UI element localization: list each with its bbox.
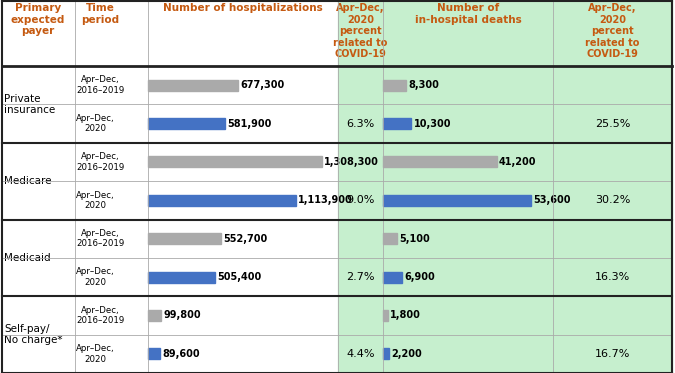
- Text: 6.3%: 6.3%: [346, 119, 375, 129]
- Text: Private
insurance: Private insurance: [4, 94, 55, 115]
- Text: Medicaid: Medicaid: [4, 253, 51, 263]
- Text: 9.0%: 9.0%: [346, 195, 375, 205]
- Text: 53,600: 53,600: [533, 195, 571, 205]
- Text: Apr–Dec,
2020: Apr–Dec, 2020: [76, 191, 115, 210]
- Text: 89,600: 89,600: [162, 349, 200, 359]
- Text: 1,800: 1,800: [390, 310, 421, 320]
- Text: 5,100: 5,100: [399, 234, 430, 244]
- Text: Self-pay/
No charge*: Self-pay/ No charge*: [4, 324, 63, 345]
- Bar: [148, 118, 225, 129]
- Text: Number of hospitalizations: Number of hospitalizations: [163, 3, 323, 13]
- Text: 10,300: 10,300: [414, 119, 451, 129]
- Text: Apr–Dec,
2020
percent
related to
COVID-19: Apr–Dec, 2020 percent related to COVID-1…: [333, 3, 387, 59]
- Text: Apr–Dec,
2020: Apr–Dec, 2020: [76, 267, 115, 287]
- Bar: [148, 348, 160, 359]
- Bar: [148, 272, 215, 283]
- Bar: [383, 195, 531, 206]
- Text: 581,900: 581,900: [227, 119, 271, 129]
- Text: 25.5%: 25.5%: [595, 119, 630, 129]
- Text: Apr–Dec,
2016–2019: Apr–Dec, 2016–2019: [76, 152, 124, 172]
- Text: 16.3%: 16.3%: [595, 272, 630, 282]
- Bar: [383, 348, 389, 359]
- Text: Apr–Dec,
2020: Apr–Dec, 2020: [76, 114, 115, 133]
- Bar: [383, 233, 397, 244]
- Text: 30.2%: 30.2%: [595, 195, 630, 205]
- Text: Apr–Dec,
2020
percent
related to
COVID-19: Apr–Dec, 2020 percent related to COVID-1…: [585, 3, 640, 59]
- Text: 4.4%: 4.4%: [346, 349, 375, 359]
- Text: Apr–Dec,
2016–2019: Apr–Dec, 2016–2019: [76, 75, 124, 95]
- Text: 2.7%: 2.7%: [346, 272, 375, 282]
- Text: 1,308,300: 1,308,300: [324, 157, 379, 167]
- Bar: [383, 118, 412, 129]
- Text: Time
period: Time period: [81, 3, 119, 25]
- Bar: [383, 80, 406, 91]
- Text: 2,200: 2,200: [391, 349, 422, 359]
- Text: Medicare: Medicare: [4, 176, 51, 186]
- Bar: [383, 310, 388, 321]
- Text: 552,700: 552,700: [223, 234, 268, 244]
- Bar: [383, 0, 553, 373]
- Text: 1,113,900: 1,113,900: [298, 195, 353, 205]
- Text: Apr–Dec,
2020: Apr–Dec, 2020: [76, 344, 115, 364]
- Text: 677,300: 677,300: [240, 80, 284, 90]
- Text: Primary
expected
payer: Primary expected payer: [11, 3, 65, 36]
- Bar: [148, 233, 221, 244]
- Text: 6,900: 6,900: [404, 272, 435, 282]
- Bar: [383, 272, 402, 283]
- Text: Number of
in-hospital deaths: Number of in-hospital deaths: [414, 3, 521, 25]
- Text: 99,800: 99,800: [163, 310, 201, 320]
- Text: Apr–Dec,
2016–2019: Apr–Dec, 2016–2019: [76, 306, 124, 325]
- Bar: [148, 310, 161, 321]
- Bar: [148, 156, 322, 167]
- Text: Apr–Dec,
2016–2019: Apr–Dec, 2016–2019: [76, 229, 124, 248]
- Text: 8,300: 8,300: [408, 80, 439, 90]
- Text: 16.7%: 16.7%: [595, 349, 630, 359]
- Bar: [338, 0, 383, 373]
- Text: 505,400: 505,400: [217, 272, 261, 282]
- Bar: [553, 0, 672, 373]
- Bar: [383, 156, 497, 167]
- Text: 41,200: 41,200: [499, 157, 537, 167]
- Bar: [148, 195, 296, 206]
- Bar: [148, 80, 238, 91]
